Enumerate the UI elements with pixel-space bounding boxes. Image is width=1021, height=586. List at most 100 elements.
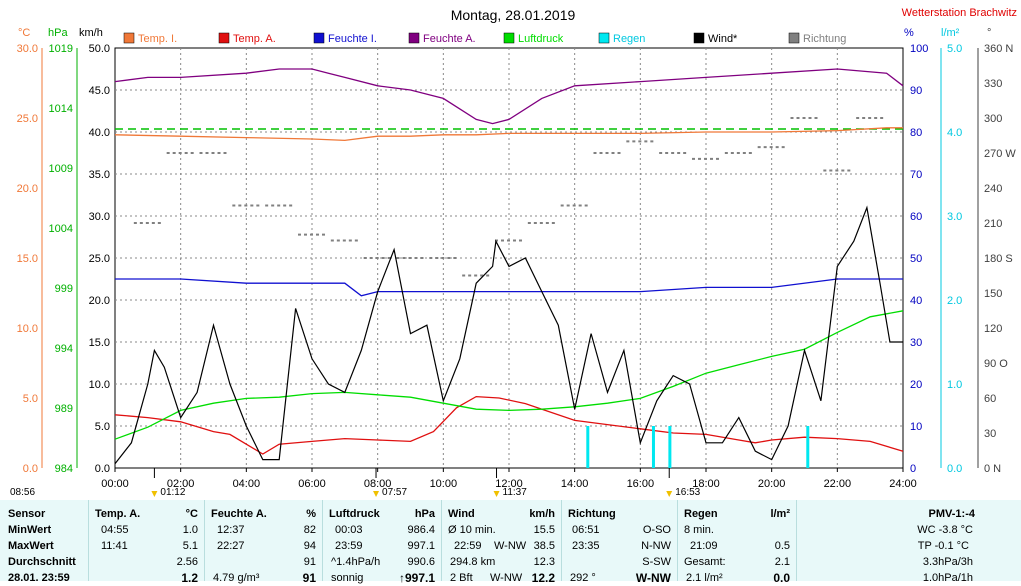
direction_deg-tick-7: 210 <box>984 218 1002 230</box>
legend-label-0: Temp. I. <box>138 33 177 45</box>
direction-layer <box>133 117 885 277</box>
humidity_pct-tick-10: 100 <box>910 43 928 55</box>
legend-label-6: Wind* <box>708 33 738 45</box>
direction_deg-tick-4: 120 <box>984 323 1002 335</box>
direction_deg-tick-11: 330 <box>984 78 1002 90</box>
wind_kmh-tick-7: 35.0 <box>89 169 110 181</box>
rain_lm2-tick-3: 3.0 <box>947 211 962 223</box>
wind-current-value: 12.2 <box>531 571 555 585</box>
direction-max-time: 23:35 <box>572 540 600 552</box>
wind_kmh-tick-9: 45.0 <box>89 85 110 97</box>
time-marker-labels: 08:56 01:12 07:57 11:37 16:53 <box>0 487 1021 500</box>
sensor-row-min: MinWert <box>8 524 52 536</box>
time-marker-label-0: 08:56 <box>10 487 36 498</box>
stats-panel: Sensor MinWert MaxWert Durchschnitt 28.0… <box>0 500 1021 585</box>
time-markers <box>151 468 673 497</box>
temp_c-tick-2: 10.0 <box>17 323 38 335</box>
legend-label-7: Richtung <box>803 33 846 45</box>
station-name: Wetterstation Brachwitz <box>902 7 1017 19</box>
temp-unit: °C <box>185 508 198 520</box>
pressure-min-value: 986.4 <box>407 524 435 536</box>
temp_c-tick-4: 20.0 <box>17 183 38 195</box>
rain_lm2-tick-5: 5.0 <box>947 43 962 55</box>
temp-max-time: 11:41 <box>101 540 128 552</box>
wind-avg-label: Ø 10 min. <box>448 524 496 536</box>
direction-min-value: O-SO <box>642 524 671 536</box>
chart-axes: 0.0 5.0 10.0 15.0 20.0 25.0 30.0 984 989 994 999 10… <box>17 43 1017 490</box>
humidity_pct-tick-9: 90 <box>910 85 922 97</box>
pressure-max-time: 23:59 <box>335 540 363 552</box>
chart-legend: Temp. I. Temp. A. Feuchte I. Feuchte A. Luft… <box>123 32 846 45</box>
rain-duration: 8 min. <box>684 524 714 536</box>
pressure_hpa-tick-7: 1019 <box>49 43 73 55</box>
humidity-header: Feuchte A. <box>211 508 267 520</box>
humidity-abs-value: 4.79 g/m³ <box>213 572 260 584</box>
stats-col-rain: Regen l/m² 8 min. 21:09 0.5 Gesamt: 2.1 2.1… <box>678 500 797 585</box>
pressure_hpa-tick-2: 994 <box>55 343 73 355</box>
humidity_pct-tick-2: 20 <box>910 379 922 391</box>
series-line-wind <box>114 205 903 465</box>
pressure_hpa-tick-5: 1009 <box>49 163 73 175</box>
humidity-max-time: 22:27 <box>217 540 245 552</box>
temp_c-tick-6: 30.0 <box>17 43 38 55</box>
humidity_pct-tick-0: 0 <box>910 463 916 475</box>
temp-unit-label: °C <box>18 27 30 39</box>
time-marker-arrow-3 <box>493 491 500 497</box>
direction-header: Richtung <box>568 508 616 520</box>
time-marker-label-3: 11:37 <box>502 487 527 498</box>
wind_kmh-tick-10: 50.0 <box>89 43 110 55</box>
direction-avg-value: S-SW <box>642 556 671 568</box>
rain-unit-label: l/m² <box>941 27 960 39</box>
humidity-avg-value: 91 <box>303 556 316 568</box>
x-tick-label-7: 14:00 <box>561 478 589 490</box>
series-layer <box>114 68 904 468</box>
rain-sum: 2.1 l/m² <box>686 572 723 584</box>
pressure-forecast: sonnig <box>331 572 364 584</box>
pressure_hpa-tick-4: 1004 <box>49 223 73 235</box>
pressure_hpa-tick-6: 1014 <box>49 103 73 115</box>
pressure-min-time: 00:03 <box>335 524 363 536</box>
rain-total-label: Gesamt: <box>684 556 726 568</box>
wind-unit: km/h <box>529 508 555 520</box>
temp-current-value: 1.2 <box>181 571 198 585</box>
humidity-unit: % <box>306 508 316 520</box>
legend-swatch-3 <box>408 32 420 44</box>
direction_deg-tick-3: 90 O <box>984 358 1008 370</box>
direction_deg-tick-2: 60 <box>984 393 996 405</box>
legend-label-2: Feuchte I. <box>328 33 377 45</box>
wind_kmh-tick-0: 0.0 <box>95 463 110 475</box>
pressure-header: Luftdruck <box>329 508 380 520</box>
rain-total-value: 2.1 <box>774 556 790 568</box>
wind-max-value: 38.5 <box>533 540 555 552</box>
humidity_pct-tick-3: 30 <box>910 337 922 349</box>
legend-swatch-7 <box>788 32 800 44</box>
series-line-feuchte-a <box>114 68 904 125</box>
pressure-unit-label: hPa <box>48 27 68 39</box>
rain_lm2-tick-0: 0.0 <box>947 463 962 475</box>
legend-swatch-0 <box>123 32 135 44</box>
direction_deg-tick-10: 300 <box>984 113 1002 125</box>
pmv-windchill: WC -3.8 °C <box>917 524 973 536</box>
wind-current-direction: W-NW <box>490 572 523 584</box>
stats-col-pmv: PMV-1:-4 WC -3.8 °C TP -0.1 °C 3.3hPa/3h… <box>797 500 1021 584</box>
direction_deg-tick-0: 0 N <box>984 463 1001 475</box>
pressure-avg-value: 990.6 <box>407 556 435 568</box>
rain-max-value: 0.5 <box>774 540 790 552</box>
humidity_pct-tick-1: 10 <box>910 421 922 433</box>
x-tick-label-3: 06:00 <box>298 478 326 490</box>
wind-header: Wind <box>448 508 475 520</box>
humidity-unit-label: % <box>904 27 914 39</box>
wind-avg-value: 12.3 <box>533 556 555 568</box>
time-marker-label-2: 07:57 <box>382 487 408 498</box>
rain-current-value: 0.0 <box>773 571 790 585</box>
temp-header: Temp. A. <box>95 508 141 520</box>
direction-current-value: W-NW <box>635 571 671 585</box>
temp-min-time: 04:55 <box>101 524 129 536</box>
x-tick-label-6: 12:00 <box>495 478 523 490</box>
legend-swatch-6 <box>693 32 705 44</box>
humidity-current-value: 91 <box>302 571 316 585</box>
humidity-min-time: 12:37 <box>217 524 245 536</box>
series-line-luftdruck <box>114 310 904 440</box>
wind_kmh-tick-3: 15.0 <box>89 337 110 349</box>
direction_deg-tick-12: 360 N <box>984 43 1013 55</box>
